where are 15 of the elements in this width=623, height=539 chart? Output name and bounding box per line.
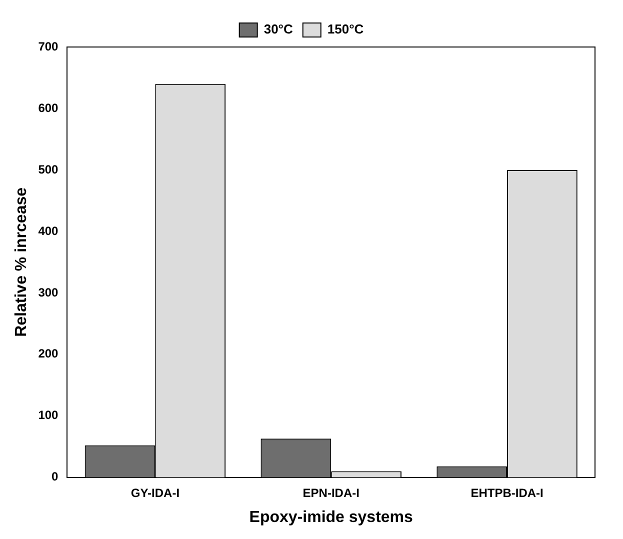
y-tick-label: 300 [38,285,59,300]
x-tick-label: EPN-IDA-I [302,486,360,500]
y-tick-label: 0 [52,470,59,484]
legend-label: 150°C [327,22,364,37]
y-tick-label: 100 [38,408,59,422]
x-tick-label: GY-IDA-I [130,486,180,500]
y-tick-label: 500 [38,162,59,176]
y-tick-label: 700 [38,39,59,54]
y-tick-label: 400 [38,224,59,238]
legend-label: 30°C [264,22,294,37]
y-axis-title: Relative % inrcease [13,187,30,337]
x-axis-title: Epoxy-imide systems [249,508,414,526]
y-tick-label: 200 [38,346,59,361]
x-tick-label: EHTPB-IDA-I [470,486,544,500]
y-tick-label: 600 [38,100,59,115]
